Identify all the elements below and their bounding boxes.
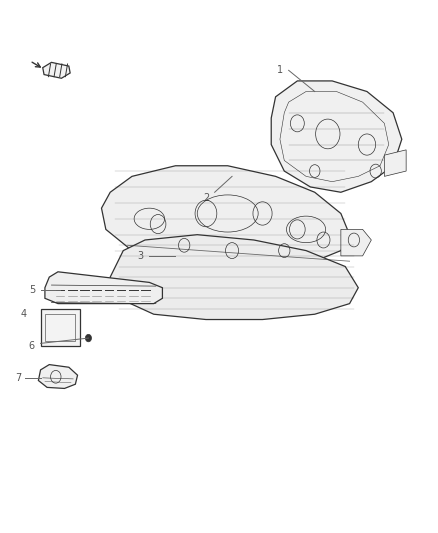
Polygon shape xyxy=(102,166,350,266)
Text: 7: 7 xyxy=(15,373,21,383)
Circle shape xyxy=(85,334,92,342)
Polygon shape xyxy=(110,235,358,319)
Polygon shape xyxy=(43,62,70,78)
Text: 3: 3 xyxy=(138,251,144,261)
Polygon shape xyxy=(41,309,80,346)
Text: 2: 2 xyxy=(203,192,209,203)
Polygon shape xyxy=(341,229,371,256)
Text: 4: 4 xyxy=(20,309,26,319)
Polygon shape xyxy=(385,150,406,176)
Polygon shape xyxy=(45,272,162,304)
Text: 6: 6 xyxy=(29,341,35,351)
Polygon shape xyxy=(39,365,78,389)
Text: 5: 5 xyxy=(29,285,35,295)
Polygon shape xyxy=(271,81,402,192)
Text: 1: 1 xyxy=(277,66,283,75)
